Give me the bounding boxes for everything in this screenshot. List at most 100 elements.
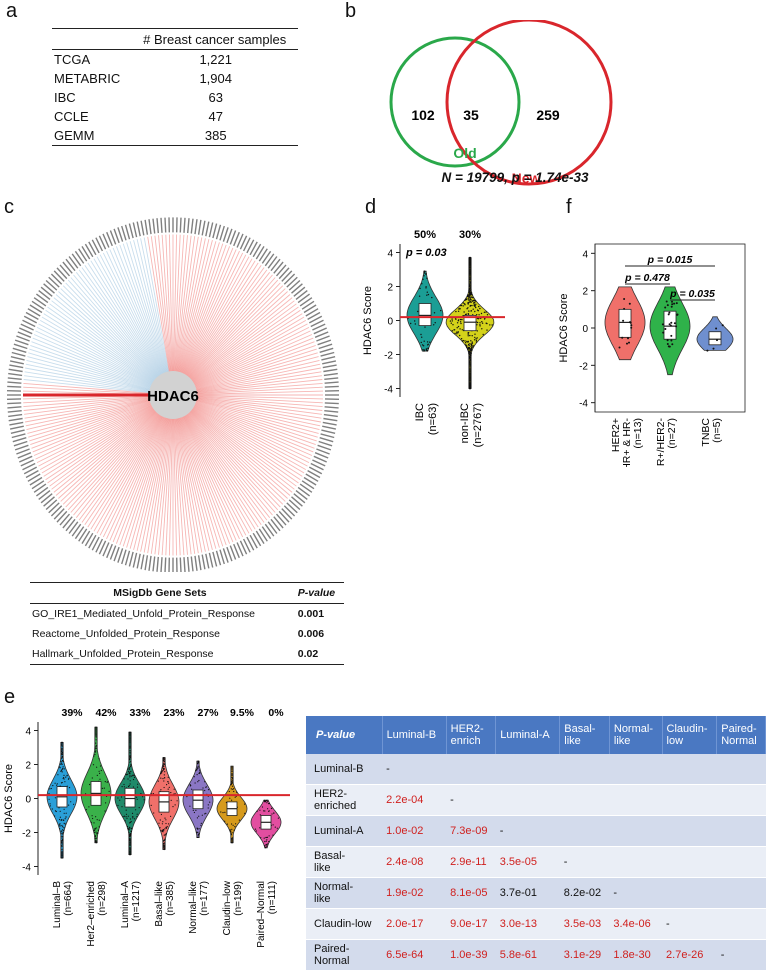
- data-point: [166, 833, 167, 834]
- data-point: [460, 321, 461, 322]
- violin-chart-pam50: HDAC6 Score420-2-439%Luminal–B(n=664)42%…: [0, 700, 300, 965]
- category-label: Luminal–A: [120, 881, 131, 929]
- matrix-cell: -: [496, 816, 560, 847]
- matrix-cell: -: [446, 785, 496, 816]
- data-point: [50, 805, 51, 806]
- data-point: [129, 775, 130, 776]
- data-point: [469, 363, 470, 364]
- data-point: [164, 849, 165, 850]
- matrix-cell: [717, 847, 766, 878]
- data-point: [259, 827, 260, 828]
- data-point: [61, 854, 62, 855]
- y-tick-label: 0: [25, 795, 31, 806]
- matrix-cell: [496, 754, 560, 785]
- data-point: [469, 347, 470, 348]
- network-node-label: [51, 506, 61, 516]
- gene-set-name: GO_IRE1_Mediated_Unfold_Protein_Response: [30, 604, 290, 625]
- data-point: [428, 294, 429, 295]
- data-point: [469, 356, 470, 357]
- network-node-label: [51, 274, 61, 284]
- data-point: [165, 823, 166, 824]
- data-point: [52, 808, 53, 809]
- data-point: [478, 306, 479, 307]
- network-node-label: [296, 491, 307, 500]
- y-tick-label: 2: [25, 761, 31, 772]
- data-point: [271, 813, 272, 814]
- data-point: [129, 776, 130, 777]
- data-point: [166, 784, 167, 785]
- data-point: [57, 774, 58, 775]
- data-point: [469, 270, 470, 271]
- data-point: [463, 302, 464, 303]
- data-point: [162, 821, 163, 822]
- p-value-annotation: p = 0.03: [405, 247, 447, 259]
- data-point: [199, 828, 200, 829]
- data-point: [175, 804, 176, 805]
- matrix-cell: 1.0e-39: [446, 940, 496, 971]
- network-node-label: [63, 517, 72, 528]
- network-node-label: [69, 257, 78, 269]
- data-point: [61, 853, 62, 854]
- data-point: [264, 800, 265, 801]
- data-point: [469, 288, 470, 289]
- dataset-count: 1,904: [131, 69, 298, 88]
- network-node-label: [324, 411, 338, 412]
- data-point: [164, 774, 165, 775]
- data-point: [426, 295, 427, 296]
- data-point: [667, 304, 669, 306]
- data-point: [117, 797, 118, 798]
- y-tick-label: 0: [387, 317, 393, 328]
- data-point: [129, 746, 130, 747]
- data-point: [126, 814, 127, 815]
- data-point: [265, 837, 266, 838]
- data-point: [96, 827, 97, 828]
- data-point: [164, 835, 165, 836]
- network-node-label: [165, 218, 166, 233]
- percent-label: 33%: [129, 707, 151, 719]
- data-point: [469, 343, 470, 344]
- data-point: [671, 301, 673, 303]
- data-point: [452, 320, 453, 321]
- category-label: Luminal–B: [52, 881, 63, 929]
- matrix-cell: 8.2e-02: [560, 878, 610, 909]
- data-point: [62, 782, 63, 783]
- data-point: [455, 319, 456, 320]
- data-point: [126, 818, 127, 819]
- network-node-label: [153, 219, 155, 234]
- data-point: [197, 774, 198, 775]
- data-point: [61, 836, 62, 837]
- data-point: [54, 815, 55, 816]
- data-point: [433, 324, 434, 325]
- data-point: [230, 831, 231, 832]
- data-point: [129, 755, 130, 756]
- data-point: [481, 328, 482, 329]
- network-node-label: [126, 551, 130, 565]
- data-point: [232, 842, 233, 843]
- data-point: [94, 754, 95, 755]
- network-node-label: [41, 494, 52, 503]
- box-0: [619, 309, 631, 337]
- network-node-label: [325, 407, 339, 408]
- data-point: [469, 281, 470, 282]
- data-point: [469, 277, 470, 278]
- matrix-column-header: Basal- like: [560, 716, 610, 754]
- data-point: [99, 779, 100, 780]
- data-point: [129, 757, 130, 758]
- matrix-cell: [662, 816, 717, 847]
- data-point: [479, 308, 480, 309]
- network-node-label: [259, 249, 267, 261]
- data-point: [474, 304, 475, 305]
- dataset-name: GEMM: [52, 126, 131, 146]
- data-point: [458, 326, 459, 327]
- data-point: [131, 821, 132, 822]
- network-node-label: [8, 378, 22, 379]
- data-point: [628, 342, 630, 344]
- data-point: [122, 786, 123, 787]
- data-point: [478, 318, 479, 319]
- y-tick-label: 4: [387, 249, 393, 260]
- data-point: [426, 349, 427, 350]
- data-point: [129, 762, 130, 763]
- matrix-cell: 2.2e-04: [382, 785, 446, 816]
